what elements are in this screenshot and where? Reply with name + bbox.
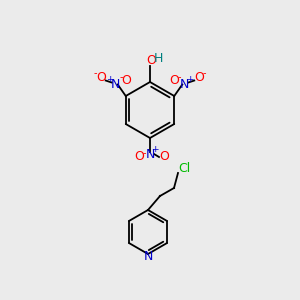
- Text: N: N: [145, 148, 155, 160]
- Text: O: O: [169, 74, 179, 87]
- Text: O: O: [159, 151, 169, 164]
- Text: -: -: [119, 73, 123, 82]
- Text: N: N: [111, 78, 120, 91]
- Text: H: H: [153, 52, 163, 65]
- Text: N: N: [180, 78, 189, 91]
- Text: +: +: [151, 146, 159, 154]
- Text: -: -: [94, 68, 98, 79]
- Text: O: O: [121, 74, 131, 87]
- Text: -: -: [178, 73, 181, 82]
- Text: Cl: Cl: [178, 161, 190, 175]
- Text: +: +: [186, 75, 194, 84]
- Text: -: -: [202, 68, 206, 79]
- Text: O: O: [96, 71, 106, 84]
- Text: N: N: [143, 250, 153, 262]
- Text: O: O: [146, 55, 156, 68]
- Text: O: O: [134, 151, 144, 164]
- Text: O: O: [194, 71, 204, 84]
- Text: +: +: [106, 75, 114, 84]
- Text: -: -: [142, 148, 146, 158]
